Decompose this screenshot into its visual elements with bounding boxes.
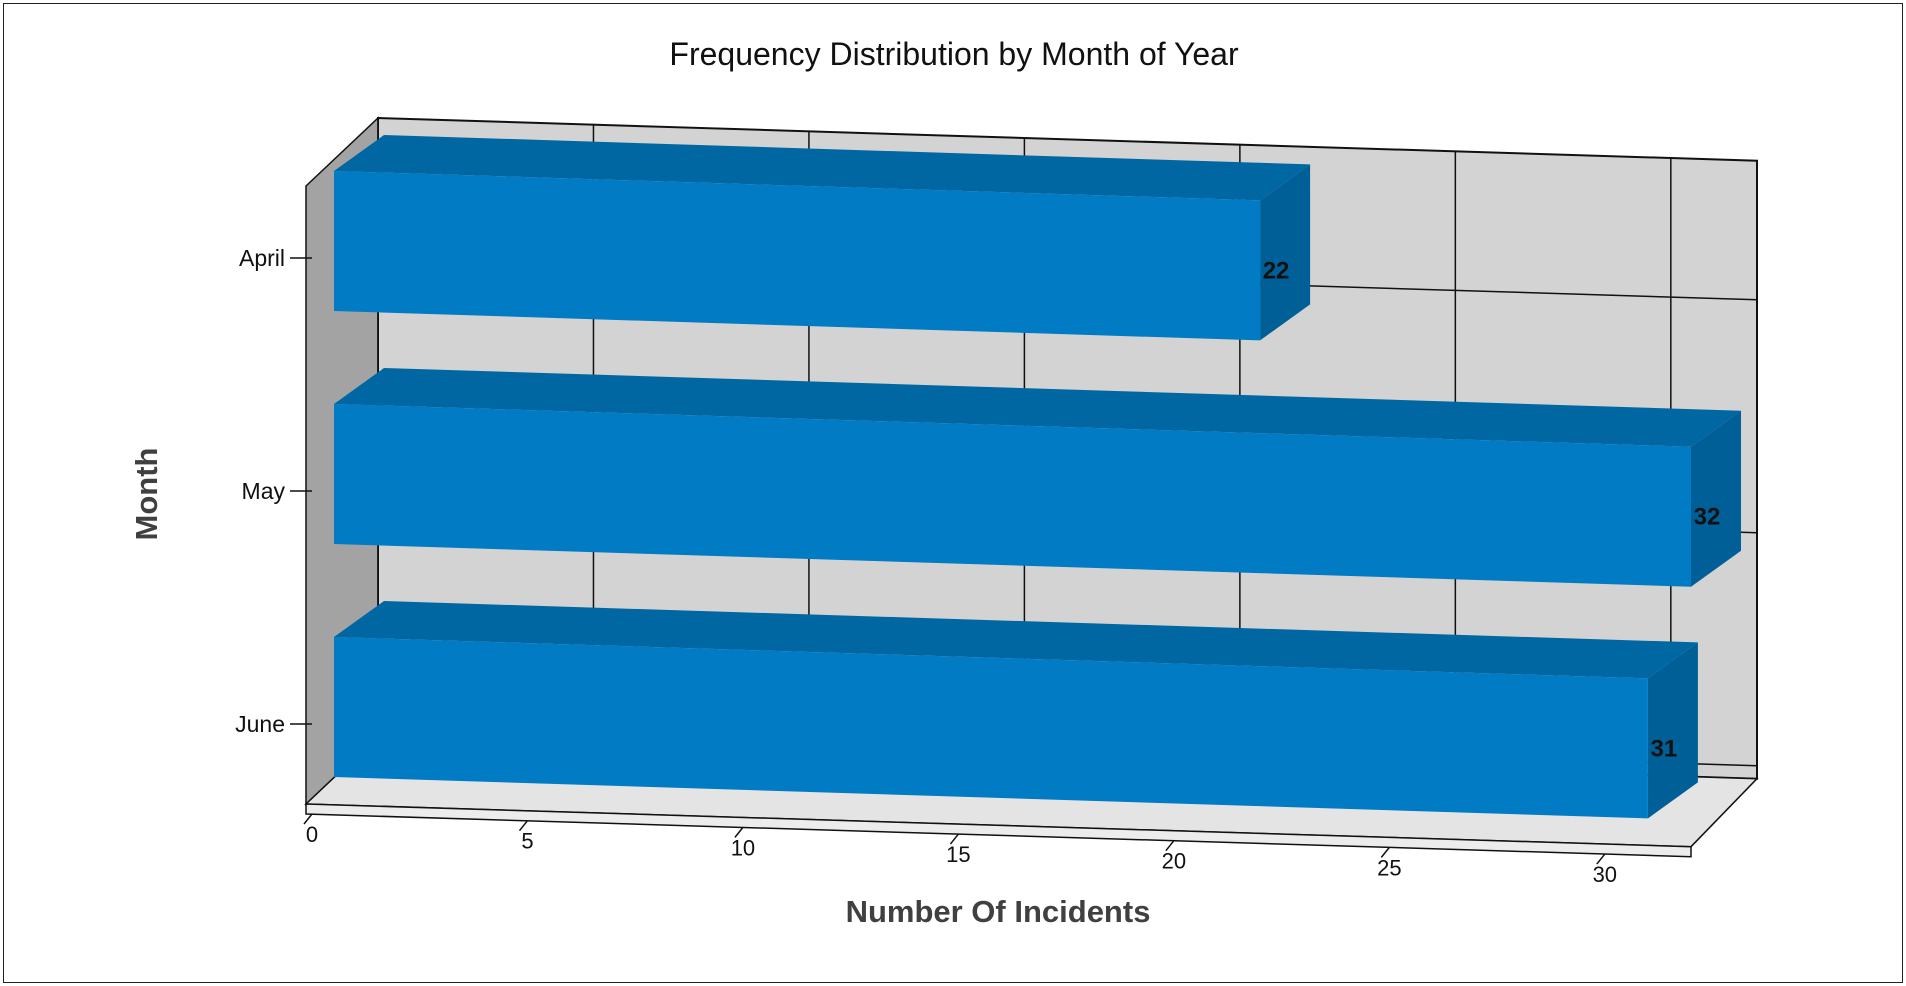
y-tick-label-june: June bbox=[235, 711, 285, 737]
bar-top-face bbox=[334, 368, 1741, 447]
y-tick-label-may: May bbox=[242, 478, 286, 504]
bar-side-face bbox=[1260, 164, 1311, 341]
bar-april: 22 bbox=[334, 135, 1311, 341]
x-tick-2 bbox=[734, 826, 744, 838]
floor-edge bbox=[305, 803, 1692, 858]
x-tick-1 bbox=[518, 820, 529, 832]
x-axis-title: Number Of Incidents bbox=[846, 894, 1151, 929]
chart-title: Frequency Distribution by Month of Year bbox=[669, 36, 1239, 72]
bar-top-face bbox=[334, 601, 1698, 679]
y-axis-title: Month bbox=[129, 448, 164, 541]
x-tick-0 bbox=[303, 813, 313, 825]
x-tick-label-3: 15 bbox=[946, 842, 970, 867]
data-label-april: 22 bbox=[1263, 257, 1290, 284]
x-tick-label-4: 20 bbox=[1162, 849, 1186, 874]
bar-front-face bbox=[334, 404, 1691, 587]
chart-text: Frequency Distribution by Month of Year … bbox=[129, 36, 1239, 929]
chart-frame: 22 32 31 April May June 0 5 10 15 20 25 30 Frequenc… bbox=[3, 3, 1903, 983]
x-tick-5 bbox=[1380, 846, 1390, 858]
x-tick-label-1: 5 bbox=[521, 829, 533, 854]
x-tick-label-2: 10 bbox=[731, 835, 755, 860]
x-tick-3 bbox=[949, 833, 959, 845]
x-tick-label-5: 25 bbox=[1377, 855, 1401, 880]
bars: 22 32 31 bbox=[334, 135, 1741, 819]
y-tick-label-april: April bbox=[239, 245, 285, 271]
x-tick-label-6: 30 bbox=[1593, 862, 1617, 887]
bar-front-face bbox=[334, 637, 1648, 819]
x-tick-label-0: 0 bbox=[306, 822, 318, 847]
bar-chart: 22 32 31 April May June 0 5 10 15 20 25 30 Frequenc… bbox=[129, 36, 1759, 929]
bar-june: 31 bbox=[334, 601, 1698, 819]
data-label-june: 31 bbox=[1651, 735, 1678, 762]
data-label-may: 32 bbox=[1694, 504, 1721, 531]
bar-may: 32 bbox=[334, 368, 1741, 587]
x-tick-6 bbox=[1596, 853, 1606, 865]
bar-side-face bbox=[1691, 410, 1741, 587]
x-tick-4 bbox=[1165, 840, 1175, 852]
axes: April May June 0 5 10 15 20 25 30 bbox=[235, 245, 1617, 887]
bar-top-face bbox=[334, 135, 1311, 201]
bar-front-face bbox=[334, 171, 1261, 341]
bar-side-face bbox=[1647, 642, 1698, 819]
